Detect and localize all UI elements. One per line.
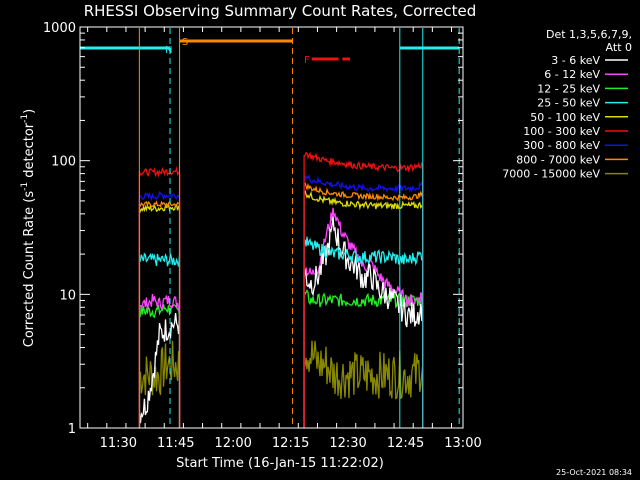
- y-axis-label: Corrected Count Rate (s-1 detector-1): [20, 109, 37, 347]
- y-axis-label-sup1: -1: [20, 182, 30, 191]
- legend-label: 300 - 800 keV: [523, 139, 600, 152]
- series-trace-800-7000-keV: [303, 182, 424, 428]
- data-traces: [138, 151, 424, 428]
- y-axis-label-end: ): [22, 109, 37, 114]
- legend-label: 7000 - 15000 keV: [502, 168, 600, 181]
- series-trace-7000-15000-keV: [303, 340, 424, 428]
- x-tick-label: 13:00: [444, 436, 481, 451]
- series-trace-25-50-keV: [303, 236, 424, 428]
- night-label: N: [165, 45, 172, 56]
- series-trace-50-100-keV: [303, 190, 424, 428]
- legend-label: 50 - 100 keV: [530, 111, 600, 124]
- x-tick-label: 11:45: [157, 436, 194, 451]
- x-axis-label: Start Time (16-Jan-15 11:22:02): [176, 456, 384, 471]
- y-axis-label-mid: detector: [22, 122, 37, 182]
- y-tick-label: 10: [59, 288, 76, 303]
- y-tick-label: 100: [51, 155, 76, 170]
- y-tick-label: 1: [68, 422, 76, 437]
- y-tick-label: 1000: [43, 21, 76, 36]
- x-tick-label: 12:00: [214, 436, 251, 451]
- series-trace-300-800-keV: [138, 190, 181, 428]
- legend-label: 12 - 25 keV: [537, 82, 600, 95]
- y-axis: 1 10 100 1000: [43, 21, 463, 437]
- time-markers: [79, 28, 460, 428]
- x-tick-label: 12:15: [272, 436, 309, 451]
- series-trace-300-800-keV: [303, 173, 424, 428]
- legend-label: 100 - 300 keV: [523, 125, 600, 138]
- series-trace-6-12-keV: [138, 294, 181, 428]
- saa-label: S: [182, 37, 188, 48]
- series-trace-50-100-keV: [138, 202, 181, 428]
- legend-header-2: Att 0: [606, 41, 632, 54]
- series-trace-100-300-keV: [303, 151, 424, 428]
- series-trace-100-300-keV: [138, 165, 181, 428]
- series-trace-3-6-keV: [303, 216, 424, 428]
- flare-label: F: [304, 55, 310, 66]
- y-axis-label-sup2: -1: [20, 114, 30, 123]
- timestamp: 25-Oct-2021 08:34: [556, 468, 632, 477]
- annotation-bars: NS F: [80, 37, 460, 66]
- y-axis-label-main: Corrected Count Rate (s: [22, 191, 37, 348]
- legend-header-1: Det 1,3,5,6,7,9,: [546, 28, 632, 41]
- x-tick-label: 11:30: [100, 436, 137, 451]
- legend-label: 6 - 12 keV: [544, 68, 600, 81]
- legend-label: 3 - 6 keV: [551, 54, 600, 67]
- legend-label: 25 - 50 keV: [537, 97, 600, 110]
- x-tick-label: 12:45: [387, 436, 424, 451]
- x-axis: 11:30 11:45 12:00 12:15 12:30 12:45 13:00: [87, 27, 482, 451]
- legend-label: 800 - 7000 keV: [516, 153, 600, 166]
- x-tick-label: 12:30: [329, 436, 366, 451]
- series-trace-7000-15000-keV: [138, 340, 181, 428]
- plot-frame: [79, 26, 464, 429]
- chart-title: RHESSI Observing Summary Count Rates, Co…: [84, 2, 477, 20]
- series-trace-12-25-keV: [138, 303, 181, 428]
- series-trace-3-6-keV: [138, 313, 181, 428]
- series-trace-800-7000-keV: [138, 200, 181, 428]
- series-trace-25-50-keV: [138, 252, 181, 428]
